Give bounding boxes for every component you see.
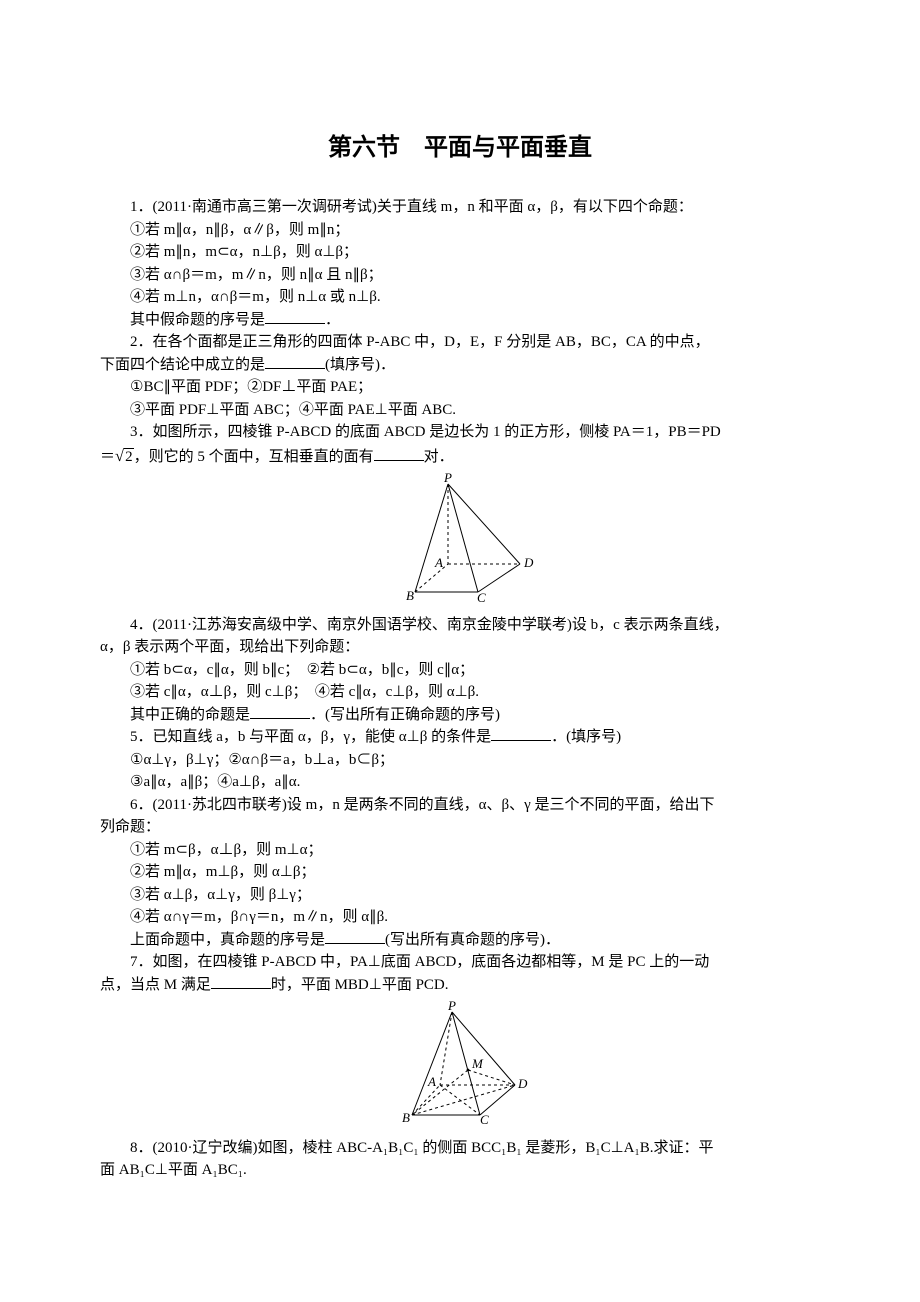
q5-i1: ①α⊥γ，β⊥γ；②α∩β＝a，b⊥a，b⊂β； <box>100 749 820 772</box>
q2-i1: ①BC∥平面 PDF；②DF⊥平面 PAE； <box>100 376 820 399</box>
q1-tail-text: 其中假命题的序号是 <box>130 312 265 328</box>
pyramid-pabcd-icon: P A B C D <box>380 472 540 602</box>
lbl-B: B <box>406 588 414 602</box>
sqrt-icon: 2 <box>115 444 134 469</box>
lbl2-C: C <box>480 1112 489 1125</box>
q2-l1b: 下面四个结论中成立的是 <box>100 357 265 373</box>
pyramid-pabcd-m-icon: P A B C D M <box>380 1000 540 1125</box>
q6-tail1: 上面命题中，真命题的序号是 <box>130 932 325 948</box>
lbl2-P: P <box>447 1000 456 1013</box>
q6-tail: 上面命题中，真命题的序号是 (写出所有真命题的序号)． <box>100 929 820 952</box>
q1-blank <box>265 309 325 324</box>
q7-l1a: 7．如图，在四棱锥 P-ABCD 中，PA⊥底面 ABCD，底面各边都相等，M … <box>100 951 820 974</box>
q6-i1: ①若 m⊂β，α⊥β，则 m⊥α； <box>100 839 820 862</box>
q1-tail: 其中假命题的序号是 ． <box>100 309 820 332</box>
q5-l1a: 5．已知直线 a，b 与平面 α，β，γ，能使 α⊥β 的条件是 <box>130 729 491 745</box>
q3-l2c: 对． <box>424 449 454 465</box>
q1-i4: ④若 m⊥n，α∩β＝m，则 n⊥α 或 n⊥β. <box>100 286 820 309</box>
q6-i2: ②若 m∥α，m⊥β，则 α⊥β； <box>100 861 820 884</box>
q1-i3: ③若 α∩β＝m，m∥n，则 n∥α 且 n∥β； <box>100 264 820 287</box>
q5-blank <box>491 726 551 741</box>
lbl2-D: D <box>517 1076 528 1091</box>
q7-l1c: 时，平面 MBD⊥平面 PCD. <box>271 977 449 993</box>
figure-1: P A B C D <box>100 472 820 610</box>
q2-i2: ③平面 PDF⊥平面 ABC；④平面 PAE⊥平面 ABC. <box>100 399 820 422</box>
q6-l1b: 列命题： <box>100 816 820 839</box>
q3-l2a: ＝ <box>100 449 115 465</box>
q6-blank <box>325 929 385 944</box>
q4-tail1: 其中正确的命题是 <box>130 707 250 723</box>
q5-i2: ③a∥α，a∥β；④a⊥β，a∥α. <box>100 771 820 794</box>
q1-intro: 1．(2011·南通市高三第一次调研考试)关于直线 m，n 和平面 α，β，有以… <box>100 196 820 219</box>
q6-tail2: (写出所有真命题的序号)． <box>385 932 560 948</box>
q6-i3: ③若 α⊥β，α⊥γ，则 β⊥γ； <box>100 884 820 907</box>
q1-i2: ②若 m∥n，m⊂α，n⊥β，则 α⊥β； <box>100 241 820 264</box>
q7-l1b: 点，当点 M 满足 <box>100 977 211 993</box>
lbl-P: P <box>443 472 452 485</box>
lbl2-M: M <box>471 1056 484 1071</box>
q6-l1a: 6．(2011·苏北四市联考)设 m，n 是两条不同的直线，α、β、γ 是三个不… <box>100 794 820 817</box>
q4-l1b: α，β 表示两个平面，现给出下列命题： <box>100 636 820 659</box>
q4-i2: ③若 c∥α，α⊥β，则 c⊥β； ④若 c∥α，c⊥β，则 α⊥β. <box>100 681 820 704</box>
q6-i4: ④若 α∩γ＝m，β∩γ＝n，m∥n，则 α∥β. <box>100 906 820 929</box>
q5-l1b: ．(填序号) <box>551 729 621 745</box>
section-title: 第六节 平面与平面垂直 <box>100 130 820 166</box>
q5-l1: 5．已知直线 a，b 与平面 α，β，γ，能使 α⊥β 的条件是 ．(填序号) <box>100 726 820 749</box>
q8-l1a: 8．(2010·辽宁改编)如图，棱柱 ABC-A₁B₁C₁ 的侧面 BCC₁B₁… <box>100 1137 820 1160</box>
q1-dot: ． <box>325 312 340 328</box>
q3-l2b: ，则它的 5 个面中，互相垂直的面有 <box>134 449 374 465</box>
q2-l1: 2．在各个面都是正三角形的四面体 P-ABC 中，D，E，F 分别是 AB，BC… <box>100 331 820 354</box>
q3-sqrt: 2 <box>124 448 134 465</box>
q1-i1: ①若 m∥α，n∥β，α∥β，则 m∥n； <box>100 219 820 242</box>
q1-intro-text: 1．(2011·南通市高三第一次调研考试)关于直线 m，n 和平面 α，β，有以… <box>130 199 693 215</box>
q2-l1a: 2．在各个面都是正三角形的四面体 P-ABC 中，D，E，F 分别是 AB，BC… <box>130 334 710 350</box>
q3-l2: ＝ 2，则它的 5 个面中，互相垂直的面有 对． <box>100 444 820 469</box>
content-body: 1．(2011·南通市高三第一次调研考试)关于直线 m，n 和平面 α，β，有以… <box>100 196 820 1182</box>
q4-tail2: ．(写出所有正确命题的序号) <box>310 707 500 723</box>
q7-l1b-wrap: 点，当点 M 满足 时，平面 MBD⊥平面 PCD. <box>100 974 820 997</box>
figure-2: P A B C D M <box>100 1000 820 1133</box>
q2-l1b-wrap: 下面四个结论中成立的是 (填序号)． <box>100 354 820 377</box>
q4-l1a: 4．(2011·江苏海安高级中学、南京外国语学校、南京金陵中学联考)设 b，c … <box>100 614 820 637</box>
lbl-C: C <box>477 590 486 602</box>
q4-i1: ①若 b⊂α，c∥α，则 b∥c； ②若 b⊂α，b∥c，则 c∥α； <box>100 659 820 682</box>
q2-blank <box>265 354 325 369</box>
q4-tail: 其中正确的命题是 ．(写出所有正确命题的序号) <box>100 704 820 727</box>
lbl-A: A <box>434 555 443 570</box>
lbl2-A: A <box>427 1074 436 1089</box>
lbl2-B: B <box>402 1110 410 1125</box>
q4-blank <box>250 704 310 719</box>
q3-l1: 3．如图所示，四棱锥 P-ABCD 的底面 ABCD 是边长为 1 的正方形，侧… <box>100 421 820 444</box>
lbl-D: D <box>523 555 534 570</box>
q3-blank <box>374 446 424 461</box>
q8-l1b: 面 AB₁C⊥平面 A₁BC₁. <box>100 1159 820 1182</box>
q2-l1c: (填序号)． <box>325 357 395 373</box>
q7-blank <box>211 974 271 989</box>
